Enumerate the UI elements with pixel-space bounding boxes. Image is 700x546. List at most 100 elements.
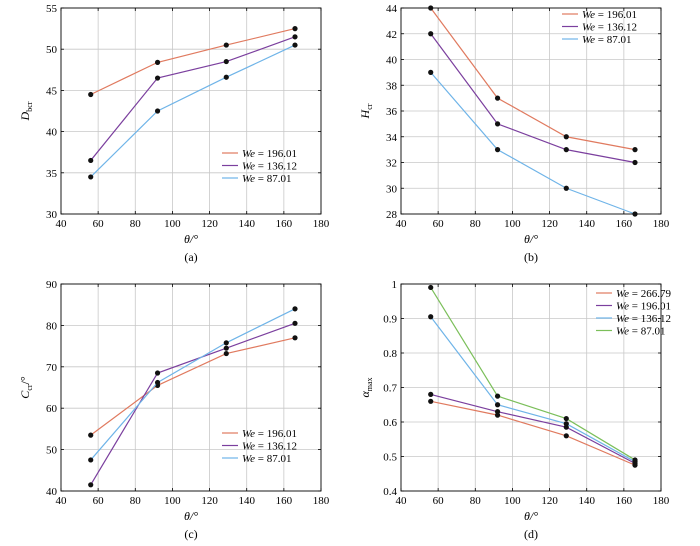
data-point — [563, 185, 569, 191]
legend-value: = 196.01 — [255, 428, 297, 440]
data-point — [292, 34, 298, 40]
data-point — [88, 157, 94, 164]
data-point — [154, 370, 161, 376]
chart-panel-b: 40 60 80 100 120 140 160 180 28 30 32 34 36 38 40 42 44 θ… — [358, 3, 670, 264]
data-point — [292, 335, 298, 341]
x-axis-label: θ/° — [184, 509, 198, 523]
legend-we: We — [242, 161, 255, 173]
legend-label: We = 136.12 — [242, 161, 297, 173]
data-point — [428, 31, 434, 37]
panel-label: (a) — [184, 250, 197, 264]
x-axis-label: θ/° — [524, 232, 538, 246]
legend-label: We = 196.01 — [242, 428, 297, 440]
x-tick-label: 60 — [433, 218, 445, 230]
legend-we: We — [242, 428, 255, 440]
x-tick-label: 180 — [313, 495, 330, 507]
y-tick-label: 0.9 — [383, 314, 397, 326]
x-tick-label: 140 — [578, 218, 595, 230]
x-tick-label: 160 — [276, 495, 293, 507]
data-point — [223, 42, 229, 48]
y-tick-label: 32 — [386, 158, 397, 170]
series-line-3 — [430, 71, 636, 215]
x-tick-label: 40 — [56, 218, 68, 230]
x-tick-label: 40 — [396, 495, 408, 507]
series-line-4 — [430, 287, 636, 461]
x-tick-label: 160 — [616, 495, 633, 507]
data-point — [632, 159, 638, 166]
chart-panel-d: 40 60 80 100 120 140 160 180 0.4 0.5 0.6 0.7 0.8 0.9 1… — [358, 279, 672, 541]
legend-label: We = 87.01 — [616, 326, 666, 338]
y-axis-label-subscript: cr — [25, 384, 34, 391]
legend-we: We — [582, 34, 595, 46]
y-tick-label: 70 — [46, 362, 58, 374]
y-tick-label: 0.6 — [383, 417, 397, 429]
legend-value: = 136.12 — [629, 313, 671, 325]
y-tick-label: 38 — [386, 80, 398, 92]
y-tick-label: 1 — [392, 279, 398, 291]
y-tick-label: 28 — [386, 209, 398, 221]
x-tick-label: 140 — [238, 495, 255, 507]
y-tick-label: 80 — [46, 320, 58, 332]
data-point — [428, 398, 434, 404]
legend-we: We — [616, 301, 629, 313]
x-tick-label: 160 — [616, 218, 633, 230]
data-point — [154, 108, 161, 114]
data-point — [88, 457, 94, 463]
x-tick-label: 40 — [56, 495, 68, 507]
data-point — [494, 402, 501, 408]
y-axis-label-subscript: bcr — [25, 101, 34, 112]
y-tick-label: 35 — [46, 168, 58, 180]
x-tick-label: 180 — [653, 218, 670, 230]
y-tick-label: 40 — [386, 55, 398, 67]
x-tick-label: 100 — [504, 218, 521, 230]
y-tick-label: 30 — [386, 183, 398, 195]
y-tick-label: 60 — [46, 403, 58, 415]
data-point — [632, 147, 638, 153]
data-point — [292, 42, 298, 48]
legend-value: = 196.01 — [629, 301, 671, 313]
data-point — [563, 421, 569, 427]
legend-value: = 87.01 — [255, 173, 291, 185]
legend-we: We — [242, 173, 255, 185]
legend-value: = 196.01 — [595, 9, 637, 21]
plot-frame — [60, 283, 322, 492]
x-tick-label: 80 — [130, 218, 142, 230]
data-point — [632, 457, 638, 463]
legend-we: We — [582, 22, 595, 34]
legend-value: = 87.01 — [255, 453, 291, 465]
data-point — [563, 415, 569, 422]
data-point — [292, 306, 298, 312]
y-tick-label: 34 — [386, 132, 398, 144]
legend-label: We = 196.01 — [616, 301, 671, 313]
series-line-1 — [430, 7, 636, 151]
legend-value: = 87.01 — [595, 34, 631, 46]
series-line-3 — [430, 316, 636, 463]
y-tick-label: 0.7 — [383, 383, 397, 395]
y-axis-label-unit: /° — [18, 376, 32, 384]
x-axis-label: θ/° — [184, 232, 198, 246]
legend-value: = 196.01 — [255, 148, 297, 160]
data-point — [428, 69, 434, 75]
y-axis-label: Ccr/° — [18, 376, 34, 399]
y-axis-label: Dbcr — [18, 101, 34, 121]
legend-value: = 266.79 — [629, 288, 671, 300]
panel-label: (c) — [184, 527, 197, 541]
legend-value: = 136.12 — [595, 22, 637, 34]
series-line-3 — [90, 308, 296, 461]
legend-label: We = 87.01 — [582, 34, 632, 46]
legend-we: We — [616, 313, 629, 325]
legend-we: We — [242, 148, 255, 160]
series-line-1 — [90, 28, 296, 96]
series-line-1 — [90, 337, 296, 436]
data-point — [428, 284, 434, 291]
legend-we: We — [582, 9, 595, 21]
y-axis-label-main: D — [18, 111, 32, 121]
x-tick-label: 140 — [578, 495, 595, 507]
x-tick-label: 120 — [201, 495, 218, 507]
legend-value: = 136.12 — [255, 441, 297, 453]
series-line-2 — [430, 33, 636, 164]
